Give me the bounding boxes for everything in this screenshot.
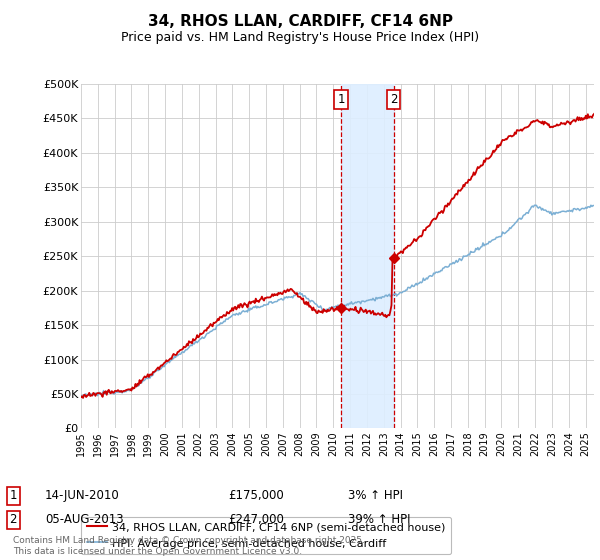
- Text: £175,000: £175,000: [228, 489, 284, 502]
- Text: 3% ↑ HPI: 3% ↑ HPI: [348, 489, 403, 502]
- Text: 05-AUG-2013: 05-AUG-2013: [45, 513, 124, 526]
- Text: £247,000: £247,000: [228, 513, 284, 526]
- Text: 1: 1: [337, 93, 345, 106]
- Text: 1: 1: [10, 489, 17, 502]
- Bar: [341, 84, 394, 428]
- Text: Price paid vs. HM Land Registry's House Price Index (HPI): Price paid vs. HM Land Registry's House …: [121, 31, 479, 44]
- Text: 39% ↑ HPI: 39% ↑ HPI: [348, 513, 410, 526]
- Text: 14-JUN-2010: 14-JUN-2010: [45, 489, 120, 502]
- Legend: 34, RHOS LLAN, CARDIFF, CF14 6NP (semi-detached house), HPI: Average price, semi: 34, RHOS LLAN, CARDIFF, CF14 6NP (semi-d…: [81, 516, 451, 554]
- Text: 34, RHOS LLAN, CARDIFF, CF14 6NP: 34, RHOS LLAN, CARDIFF, CF14 6NP: [148, 14, 452, 29]
- Text: 2: 2: [390, 93, 397, 106]
- Text: 2: 2: [10, 513, 17, 526]
- Text: Contains HM Land Registry data © Crown copyright and database right 2025.
This d: Contains HM Land Registry data © Crown c…: [13, 536, 365, 556]
